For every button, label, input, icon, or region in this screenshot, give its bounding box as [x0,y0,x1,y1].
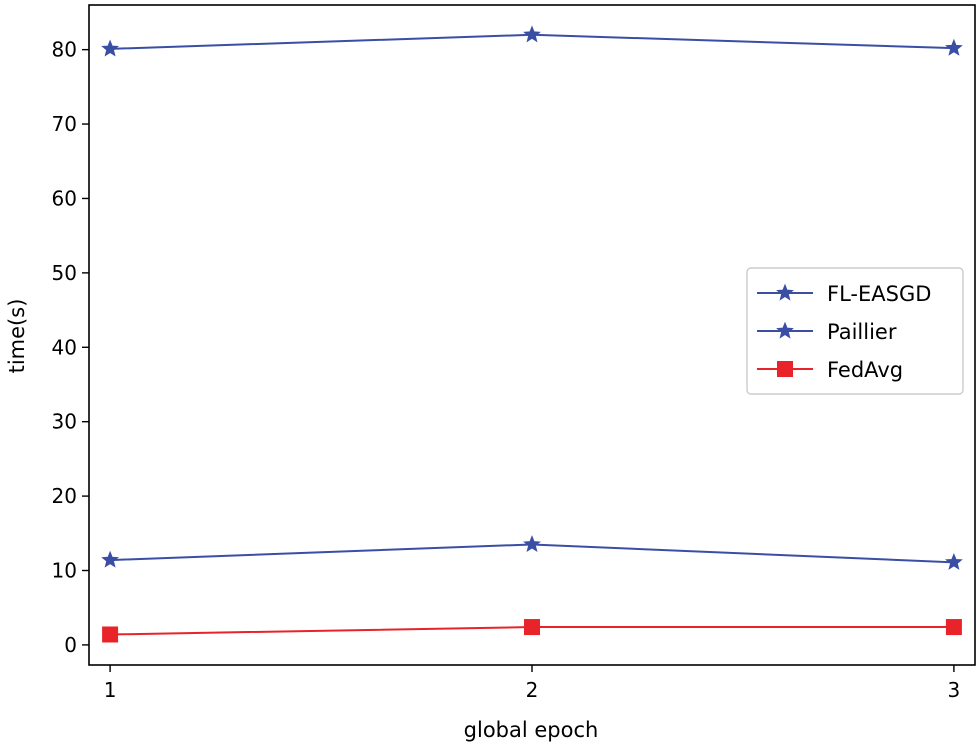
legend: FL-EASGD Paillier FedAvg [746,267,964,395]
legend-marker [776,283,794,301]
x-axis-label: global epoch [464,718,599,742]
y-tick-label: 0 [64,633,77,657]
y-tick-label: 80 [52,38,77,62]
y-tick-label: 50 [52,261,77,285]
y-tick-label: 30 [52,410,77,434]
data-point [945,38,963,56]
y-tick-label: 20 [52,484,77,508]
y-tick-label: 40 [52,335,77,359]
legend-box [746,267,964,395]
data-point [523,535,541,553]
data-point [945,552,963,570]
legend-label: Paillier [827,320,897,344]
legend-marker [776,321,794,339]
legend-label: FL-EASGD [827,282,931,306]
y-tick-label: 70 [52,112,77,136]
data-point [102,626,119,643]
y-tick-label: 60 [52,186,77,210]
x-tick-label: 2 [526,678,539,702]
data-point [101,550,119,568]
x-tick-label: 3 [948,678,961,702]
data-point [945,619,962,636]
data-point [523,25,541,43]
data-point [101,39,119,57]
legend-marker [777,361,793,377]
y-tick-label: 10 [52,559,77,583]
y-axis-label: time(s) [5,299,29,374]
plot-area: 0 10 20 30 40 50 60 70 80 1 2 3 [52,4,976,702]
data-point [524,619,540,636]
legend-label: FedAvg [827,358,903,382]
x-tick-label: 1 [104,678,117,702]
